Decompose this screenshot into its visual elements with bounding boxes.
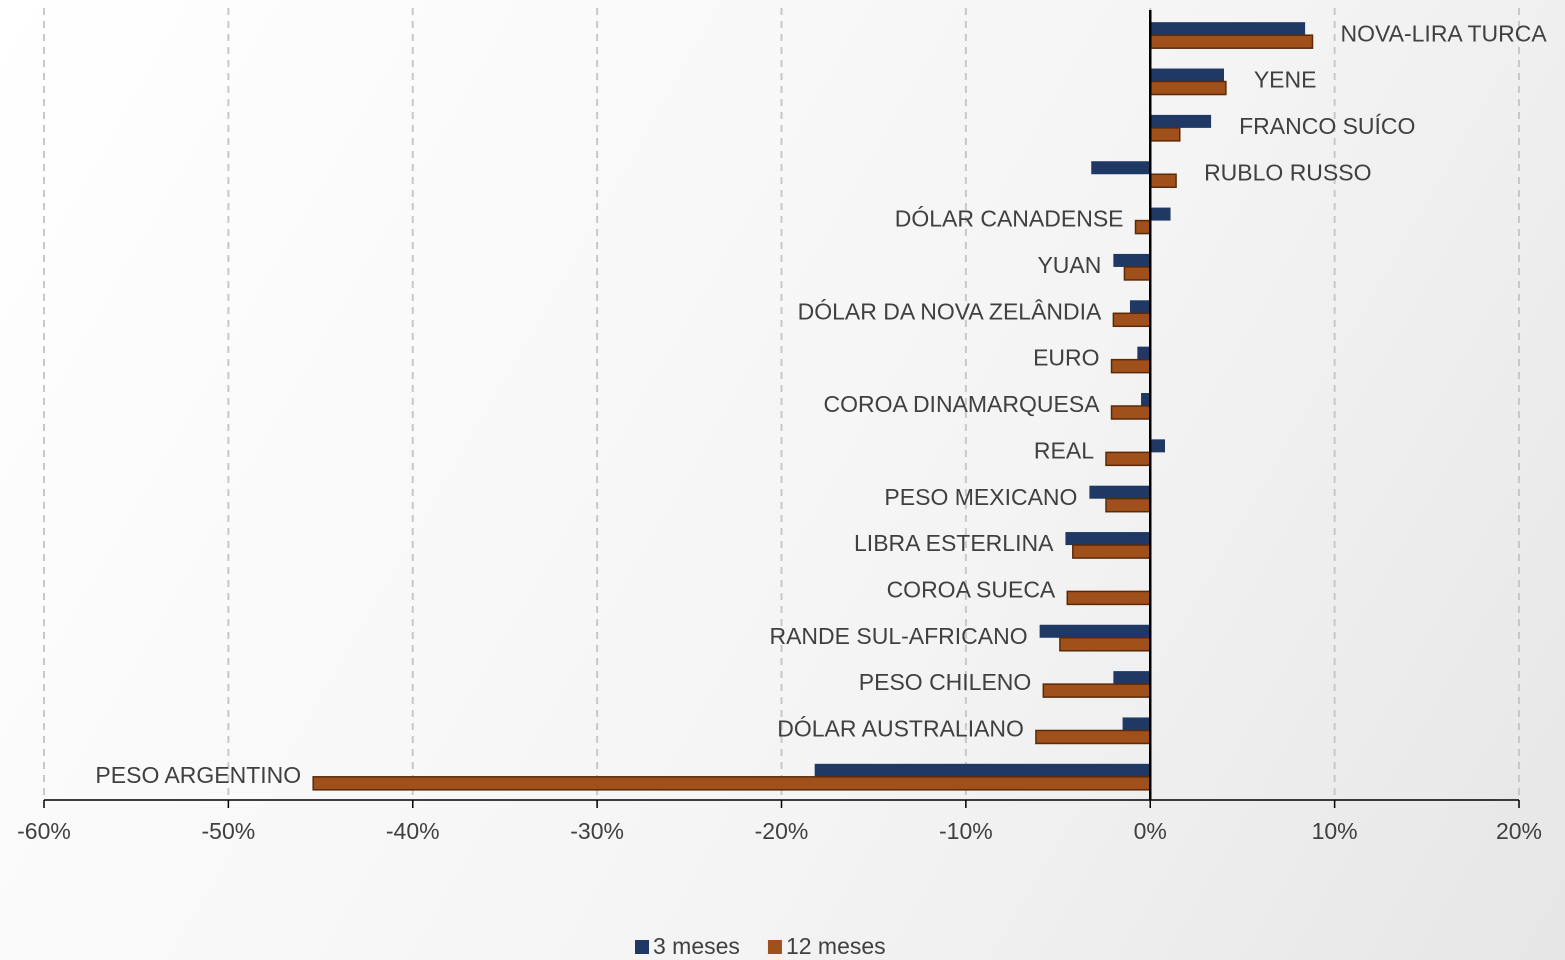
- category-label: RUBLO RUSSO: [1204, 159, 1371, 185]
- category-label: FRANCO SUÍCO: [1239, 113, 1415, 139]
- category-label: LIBRA ESTERLINA: [854, 530, 1054, 556]
- category-label: DÓLAR DA NOVA ZELÂNDIA: [798, 298, 1102, 324]
- category-label: RANDE SUL-AFRICANO: [769, 623, 1027, 649]
- bar: [1110, 358, 1151, 374]
- category-label: COROA SUECA: [887, 576, 1056, 602]
- bar: [1066, 590, 1151, 606]
- category-label: REAL: [1034, 437, 1094, 463]
- category-label: COROA DINAMARQUESA: [823, 391, 1100, 417]
- bar: [1141, 393, 1151, 406]
- bar: [1150, 68, 1224, 82]
- category-label: YENE: [1254, 67, 1317, 93]
- bar: [1091, 161, 1151, 175]
- bar: [1150, 439, 1165, 453]
- x-tick-label: 10%: [1312, 818, 1358, 844]
- bar: [312, 776, 1151, 791]
- bar: [1042, 683, 1151, 698]
- legend-swatch: [767, 940, 782, 954]
- bar: [1122, 717, 1151, 731]
- legend-label: 3 meses: [653, 933, 740, 959]
- bar: [1150, 114, 1212, 128]
- bar: [1150, 207, 1171, 221]
- x-tick-label: -50%: [202, 818, 256, 844]
- category-label: DÓLAR AUSTRALIANO: [777, 716, 1024, 742]
- x-tick-label: -30%: [570, 818, 624, 844]
- category-label: EURO: [1033, 345, 1099, 371]
- bar: [1089, 485, 1151, 499]
- bar: [1149, 80, 1227, 96]
- bar: [1035, 729, 1151, 745]
- category-label: YUAN: [1037, 252, 1101, 278]
- bar: [1113, 671, 1151, 685]
- bar: [1149, 173, 1177, 188]
- category-label: PESO ARGENTINO: [95, 762, 301, 788]
- bar: [1039, 624, 1151, 638]
- legend-label: 12 meses: [786, 933, 886, 959]
- bar: [1123, 266, 1151, 281]
- bar: [1149, 34, 1314, 49]
- bar: [1137, 346, 1151, 360]
- category-label: PESO MEXICANO: [884, 484, 1077, 510]
- x-tick-label: -40%: [386, 818, 440, 844]
- bar: [1072, 544, 1151, 559]
- bar: [1149, 127, 1181, 142]
- x-tick-label: -20%: [755, 818, 809, 844]
- bar: [1129, 300, 1151, 314]
- bar: [1110, 405, 1151, 420]
- x-tick-label: 20%: [1496, 818, 1542, 844]
- bar: [1059, 637, 1151, 652]
- category-label: PESO CHILENO: [859, 669, 1032, 695]
- x-tick-label: 0%: [1134, 818, 1167, 844]
- bar: [1150, 22, 1306, 36]
- x-tick-label: -60%: [17, 818, 71, 844]
- legend-swatch: [635, 940, 649, 954]
- bar: [1134, 219, 1151, 235]
- x-tick-label: -10%: [939, 818, 993, 844]
- category-label: DÓLAR CANADENSE: [895, 206, 1124, 232]
- bar: [814, 763, 1151, 777]
- bar: [1105, 497, 1151, 513]
- bar: [1065, 532, 1151, 546]
- bar: [1105, 451, 1151, 467]
- category-label: NOVA-LIRA TURCA: [1341, 20, 1548, 46]
- bar: [1112, 312, 1151, 328]
- bar: [1113, 253, 1151, 267]
